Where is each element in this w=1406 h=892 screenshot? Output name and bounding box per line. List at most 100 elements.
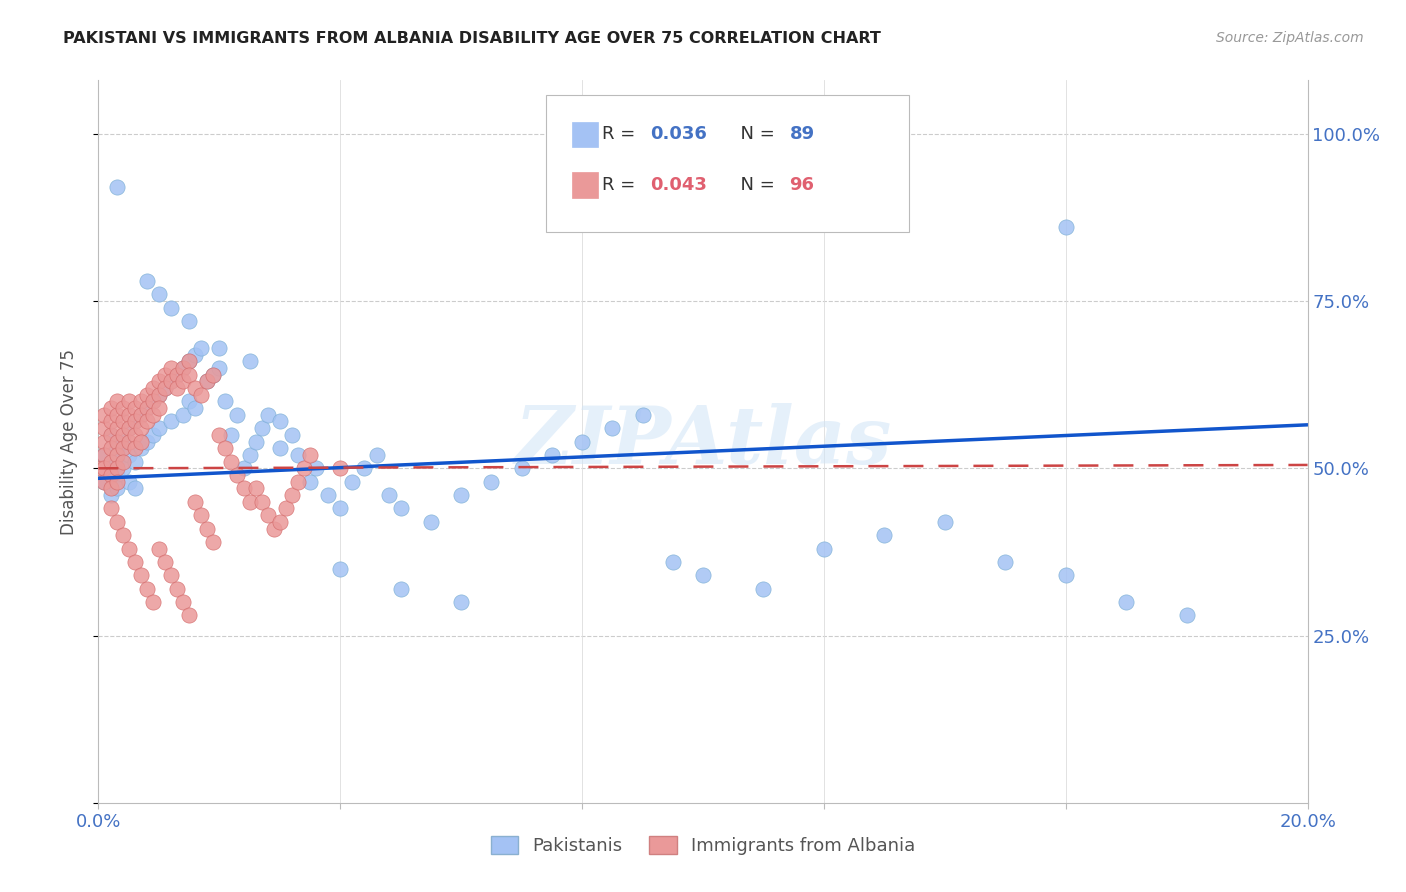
- Point: [1054, 220, 1077, 235]
- Point: [118, 541, 141, 556]
- Point: [166, 368, 188, 382]
- Point: [172, 408, 194, 422]
- Point: [135, 414, 157, 429]
- Point: [250, 494, 273, 508]
- Point: [292, 461, 315, 475]
- Point: [510, 461, 533, 475]
- Point: [93, 448, 115, 462]
- Point: [329, 501, 352, 516]
- Point: [111, 528, 134, 542]
- Point: [160, 361, 183, 376]
- Point: [129, 408, 152, 422]
- Point: [232, 461, 254, 475]
- Point: [111, 427, 134, 442]
- Point: [239, 448, 262, 462]
- Point: [602, 421, 624, 435]
- Point: [100, 427, 122, 442]
- Point: [124, 442, 146, 455]
- Point: [450, 488, 472, 502]
- Point: [195, 375, 218, 389]
- Point: [105, 475, 128, 489]
- Point: [93, 448, 115, 462]
- Point: [100, 488, 122, 502]
- Point: [299, 475, 322, 489]
- Point: [153, 368, 176, 382]
- Point: [105, 515, 128, 529]
- Point: [208, 341, 231, 355]
- Point: [118, 448, 141, 462]
- Point: [450, 595, 472, 609]
- Point: [184, 401, 207, 416]
- Point: [129, 394, 152, 409]
- Point: [93, 408, 115, 422]
- Point: [661, 555, 683, 569]
- Point: [195, 521, 218, 535]
- Point: [142, 394, 165, 409]
- Point: [124, 427, 146, 442]
- Text: R =: R =: [602, 126, 641, 144]
- Point: [281, 427, 304, 442]
- Point: [153, 381, 176, 395]
- Point: [208, 361, 231, 376]
- Point: [202, 368, 225, 382]
- Point: [184, 381, 207, 395]
- Point: [377, 488, 399, 502]
- Point: [148, 421, 170, 435]
- FancyBboxPatch shape: [546, 95, 908, 232]
- Point: [124, 414, 146, 429]
- Point: [105, 180, 128, 194]
- Point: [118, 421, 141, 435]
- Point: [135, 434, 157, 449]
- Point: [118, 408, 141, 422]
- Point: [160, 301, 183, 315]
- Point: [287, 475, 309, 489]
- Point: [153, 381, 176, 395]
- Point: [105, 408, 128, 422]
- Point: [274, 501, 297, 516]
- Point: [118, 394, 141, 409]
- Point: [124, 482, 146, 496]
- Point: [124, 455, 146, 469]
- Point: [93, 475, 115, 489]
- Point: [111, 442, 134, 455]
- Point: [124, 401, 146, 416]
- Point: [316, 488, 339, 502]
- Point: [142, 427, 165, 442]
- Point: [111, 434, 134, 449]
- Point: [1175, 608, 1198, 623]
- Point: [160, 568, 183, 582]
- Point: [148, 387, 170, 401]
- Point: [232, 482, 254, 496]
- Point: [179, 354, 201, 368]
- Point: [135, 274, 157, 288]
- Point: [184, 348, 207, 362]
- Point: [994, 555, 1017, 569]
- Text: Source: ZipAtlas.com: Source: ZipAtlas.com: [1216, 31, 1364, 45]
- Point: [124, 414, 146, 429]
- Point: [195, 375, 218, 389]
- Legend: Pakistanis, Immigrants from Albania: Pakistanis, Immigrants from Albania: [484, 829, 922, 863]
- Point: [100, 455, 122, 469]
- Point: [353, 461, 375, 475]
- Point: [239, 354, 262, 368]
- Y-axis label: Disability Age Over 75: Disability Age Over 75: [59, 349, 77, 534]
- Text: 0.043: 0.043: [651, 176, 707, 194]
- Point: [142, 408, 165, 422]
- Point: [250, 421, 273, 435]
- Point: [148, 375, 170, 389]
- Text: PAKISTANI VS IMMIGRANTS FROM ALBANIA DISABILITY AGE OVER 75 CORRELATION CHART: PAKISTANI VS IMMIGRANTS FROM ALBANIA DIS…: [63, 31, 882, 46]
- Point: [256, 408, 278, 422]
- Point: [179, 314, 201, 328]
- Point: [752, 582, 775, 596]
- Point: [239, 494, 262, 508]
- Bar: [572, 122, 598, 147]
- Point: [111, 455, 134, 469]
- Point: [93, 421, 115, 435]
- Point: [221, 427, 243, 442]
- Point: [221, 455, 243, 469]
- Point: [329, 461, 352, 475]
- Point: [166, 582, 188, 596]
- Point: [148, 401, 170, 416]
- Point: [93, 475, 115, 489]
- Point: [135, 401, 157, 416]
